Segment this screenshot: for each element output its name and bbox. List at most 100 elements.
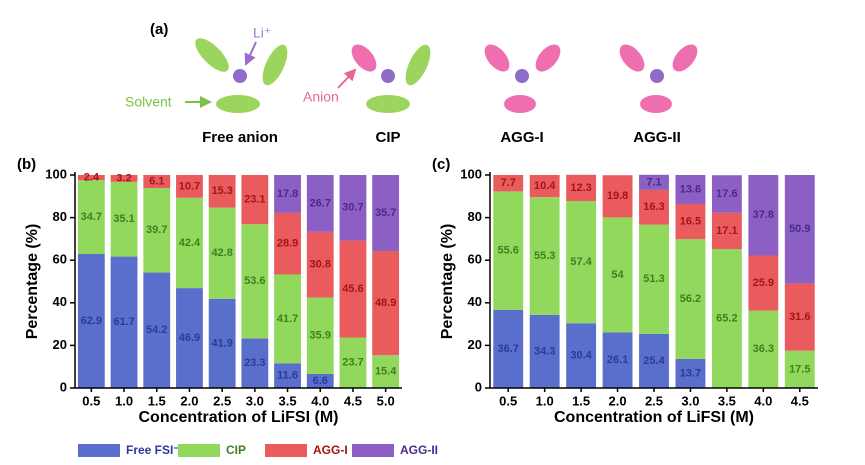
li-ion bbox=[233, 69, 247, 83]
bar-segment bbox=[372, 175, 400, 252]
legend-swatch bbox=[265, 444, 307, 457]
x-tick-label: 3.0 bbox=[246, 393, 264, 408]
panel-label: (a) bbox=[150, 21, 168, 38]
y-tick-label: 40 bbox=[468, 294, 482, 309]
legend: Free FSI⁻ CIP AGG-I AGG-II bbox=[78, 443, 438, 457]
data-label: 17.8 bbox=[277, 188, 298, 200]
bar-segment bbox=[711, 249, 742, 388]
data-label: 41.7 bbox=[277, 313, 298, 325]
bar-segment bbox=[110, 256, 138, 388]
data-label: 41.9 bbox=[211, 337, 232, 349]
data-label: 62.9 bbox=[81, 315, 102, 327]
data-label: 35.1 bbox=[113, 213, 134, 225]
legend-label: AGG-II bbox=[400, 443, 438, 457]
y-tick-label: 80 bbox=[53, 209, 67, 224]
li-ion bbox=[515, 69, 529, 83]
bar-segment bbox=[602, 175, 633, 218]
data-label: 15.4 bbox=[375, 366, 397, 378]
bar-segment bbox=[566, 174, 597, 201]
data-label: 55.6 bbox=[498, 245, 519, 257]
x-tick-label: 4.5 bbox=[344, 393, 362, 408]
bar-segment bbox=[493, 191, 524, 310]
bar-segment bbox=[675, 203, 706, 240]
bar-segment bbox=[675, 358, 706, 388]
x-tick-label: 0.5 bbox=[499, 393, 517, 408]
data-label: 37.8 bbox=[753, 209, 774, 221]
data-label: 51.3 bbox=[643, 273, 664, 285]
solvent bbox=[195, 38, 229, 72]
data-label: 3.2 bbox=[116, 172, 131, 184]
bar-segment bbox=[748, 175, 779, 256]
y-tick-label: 0 bbox=[475, 379, 482, 394]
x-tick-label: 4.0 bbox=[311, 393, 329, 408]
data-label: 15.3 bbox=[211, 185, 232, 197]
data-label: 11.6 bbox=[277, 370, 298, 382]
bar-segment bbox=[274, 212, 301, 275]
data-label: 42.4 bbox=[179, 237, 201, 249]
data-label: 30.7 bbox=[342, 202, 363, 214]
data-label: 31.6 bbox=[789, 311, 810, 323]
data-label: 12.3 bbox=[570, 182, 591, 194]
legend-label: Free FSI⁻ bbox=[126, 443, 180, 457]
y-tick-label: 100 bbox=[460, 166, 482, 181]
bar-segment bbox=[306, 231, 334, 298]
data-label: 25.9 bbox=[753, 277, 774, 289]
data-label: 35.7 bbox=[375, 207, 396, 219]
bar-segment bbox=[241, 224, 269, 339]
solvent bbox=[262, 44, 288, 86]
anion bbox=[619, 44, 645, 72]
data-label: 30.4 bbox=[570, 350, 592, 362]
bar-segment bbox=[639, 189, 669, 225]
li-label: Li⁺ bbox=[253, 25, 271, 41]
data-label: 53.6 bbox=[244, 275, 265, 287]
data-label: 17.6 bbox=[716, 188, 737, 200]
data-label: 55.3 bbox=[534, 250, 555, 262]
bar-segment bbox=[176, 197, 203, 289]
panel-label: (c) bbox=[432, 156, 450, 173]
data-label: 61.7 bbox=[113, 316, 134, 328]
bar-segment bbox=[208, 298, 236, 388]
data-label: 10.7 bbox=[179, 180, 200, 192]
x-tick-label: 2.5 bbox=[645, 393, 663, 408]
data-label: 16.5 bbox=[680, 215, 701, 227]
solvent bbox=[405, 44, 431, 86]
data-label: 25.4 bbox=[643, 355, 665, 367]
bar-segment bbox=[784, 283, 815, 351]
bar-segment bbox=[748, 310, 779, 388]
data-label: 35.9 bbox=[310, 330, 331, 342]
bar-segment bbox=[306, 297, 334, 374]
structure-label: AGG-II bbox=[633, 129, 681, 146]
x-tick-label: 1.5 bbox=[148, 393, 166, 408]
bar-segment bbox=[208, 175, 236, 208]
y-tick-label: 100 bbox=[45, 166, 67, 181]
data-label: 23.3 bbox=[244, 357, 265, 369]
y-tick-label: 60 bbox=[468, 252, 482, 267]
anion bbox=[672, 44, 698, 72]
bar-segment bbox=[372, 355, 400, 388]
bar-segment bbox=[639, 224, 669, 334]
y-tick-label: 20 bbox=[468, 337, 482, 352]
bar-segment bbox=[176, 175, 203, 198]
bar-segment bbox=[784, 175, 815, 284]
solvent bbox=[366, 95, 410, 113]
li-ion bbox=[381, 69, 395, 83]
bar-segment bbox=[675, 239, 706, 359]
legend-swatch bbox=[178, 444, 220, 457]
bar-segment bbox=[529, 175, 560, 198]
data-label: 7.1 bbox=[646, 176, 661, 188]
bar-segment bbox=[639, 333, 669, 388]
data-label: 23.1 bbox=[244, 194, 265, 206]
data-label: 54 bbox=[611, 269, 624, 281]
chart: (c) 0 20 40 60 80 100 36.7 55.6 7.7 0.5 34.3 55.3 10.… bbox=[432, 156, 818, 426]
data-label: 26.1 bbox=[607, 354, 628, 366]
bar-segment bbox=[748, 255, 779, 311]
anion bbox=[535, 44, 561, 72]
data-label: 34.3 bbox=[534, 345, 555, 357]
bar-segment bbox=[529, 197, 560, 315]
bar-segment bbox=[339, 175, 367, 241]
y-axis-title: Percentage (%) bbox=[24, 224, 41, 340]
y-tick-label: 80 bbox=[468, 209, 482, 224]
bar-segment bbox=[143, 272, 171, 388]
bar-segment bbox=[529, 314, 560, 388]
data-label: 48.9 bbox=[375, 297, 396, 309]
